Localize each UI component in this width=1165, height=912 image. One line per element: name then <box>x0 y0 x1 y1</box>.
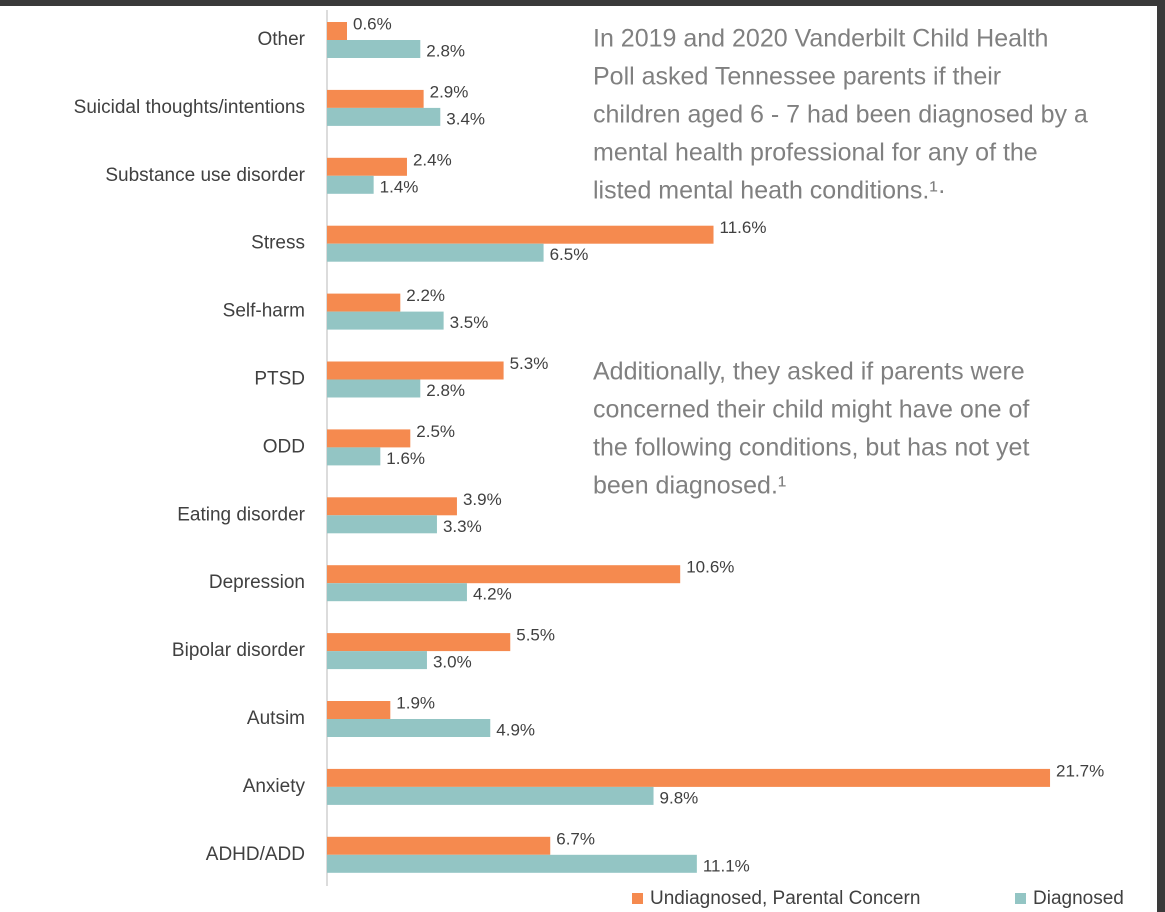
bar <box>327 565 681 584</box>
value-label: 3.4% <box>446 109 485 128</box>
bar <box>327 293 401 312</box>
value-label: 5.5% <box>516 626 555 645</box>
category-label: Suicidal thoughts/intentions <box>74 97 305 118</box>
bar <box>327 225 714 244</box>
category-label: Other <box>257 29 305 50</box>
bar <box>327 633 511 652</box>
bar <box>327 22 347 40</box>
value-label: 4.2% <box>473 585 512 604</box>
value-label: 11.1% <box>703 856 750 875</box>
category-label: Bipolar disorder <box>172 640 306 661</box>
bar <box>327 719 491 737</box>
bar <box>327 40 421 58</box>
annotation: Additionally, they asked if parents were <box>593 358 1025 386</box>
bar <box>327 107 441 126</box>
value-label: 9.8% <box>660 788 699 807</box>
value-label: 1.4% <box>380 177 419 196</box>
category-label: PTSD <box>254 369 305 390</box>
category-label: ODD <box>263 436 305 457</box>
bar <box>327 447 381 466</box>
value-label: 3.9% <box>463 490 502 509</box>
value-label: 2.4% <box>413 150 452 169</box>
value-label: 6.5% <box>550 245 589 264</box>
value-label: 10.6% <box>686 558 734 577</box>
bar <box>327 243 544 262</box>
annotation: concerned their child might have one of <box>593 396 1029 424</box>
category-label: Stress <box>251 233 305 254</box>
bar <box>327 175 374 194</box>
value-label: 2.5% <box>416 422 455 441</box>
value-label: 4.9% <box>496 720 535 739</box>
value-label: 2.8% <box>426 381 465 400</box>
annotation: mental health professional for any of th… <box>593 139 1038 167</box>
category-label: Substance use disorder <box>105 165 305 186</box>
legend-label: Undiagnosed, Parental Concern <box>650 888 920 909</box>
bar <box>327 515 437 534</box>
annotation: Poll asked Tennessee parents if their <box>593 63 1001 91</box>
value-label: 5.3% <box>510 354 549 373</box>
value-label: 11.6% <box>720 218 767 237</box>
bar <box>327 854 697 873</box>
value-label: 2.9% <box>430 82 469 101</box>
value-label: 1.6% <box>386 449 425 468</box>
bar <box>327 786 654 805</box>
category-label: Anxiety <box>243 776 306 797</box>
bar <box>327 379 421 398</box>
value-label: 1.9% <box>396 693 435 712</box>
value-label: 3.5% <box>450 313 489 332</box>
bar <box>327 157 407 176</box>
value-label: 2.8% <box>426 41 465 60</box>
legend-label: Diagnosed <box>1033 888 1124 909</box>
annotation: In 2019 and 2020 Vanderbilt Child Health <box>593 25 1048 53</box>
annotation: children aged 6 - 7 had been diagnosed b… <box>593 101 1088 129</box>
value-label: 0.6% <box>353 14 392 33</box>
category-label: Depression <box>209 572 305 593</box>
bar <box>327 497 457 516</box>
bar <box>327 651 427 670</box>
bar <box>327 429 411 448</box>
category-label: Self-harm <box>223 301 305 322</box>
value-label: 6.7% <box>556 829 595 848</box>
bar <box>327 836 551 855</box>
value-label: 2.2% <box>406 286 445 305</box>
legend-swatch <box>632 893 643 904</box>
category-label: Eating disorder <box>177 504 305 525</box>
annotation: listed mental heath conditions.¹· <box>593 177 946 205</box>
bar <box>327 768 1051 787</box>
bar <box>327 311 444 330</box>
top-border <box>0 0 1165 6</box>
legend-swatch <box>1015 893 1026 904</box>
annotation: the following conditions, but has not ye… <box>593 434 1029 462</box>
value-label: 3.3% <box>443 517 482 536</box>
annotation: been diagnosed.¹ <box>593 472 786 500</box>
value-label: 3.0% <box>433 653 472 672</box>
bar <box>327 361 504 380</box>
category-label: ADHD/ADD <box>206 844 305 865</box>
bar <box>327 701 391 719</box>
category-label: Autsim <box>247 708 305 729</box>
right-border <box>1157 0 1165 912</box>
value-label: 21.7% <box>1056 761 1104 780</box>
bar <box>327 583 467 602</box>
bar <box>327 89 424 108</box>
